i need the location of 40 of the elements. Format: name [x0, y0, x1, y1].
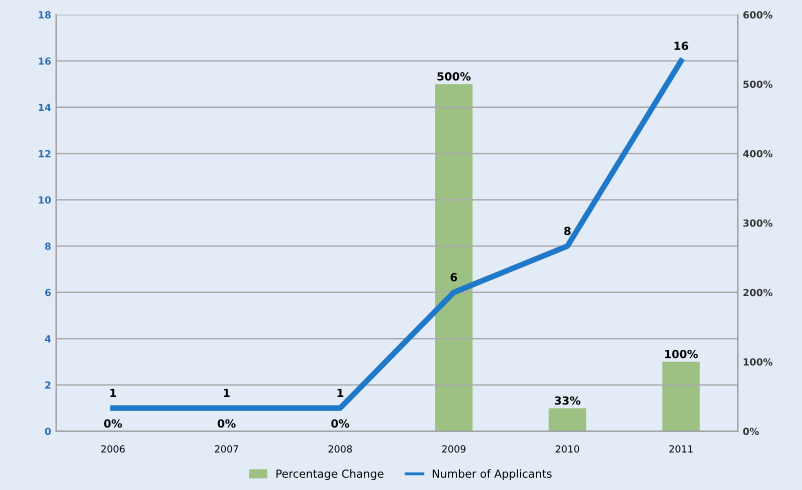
y2-tick-label: 400%: [743, 150, 772, 158]
y2-tick-label: 300%: [743, 219, 772, 227]
data-label: 1: [338, 388, 344, 397]
y2-tick-label: 600%: [743, 11, 772, 19]
legend-label: Number of Applicants: [432, 469, 552, 480]
data-label: 1: [224, 388, 230, 397]
y2-tick-label: 100%: [744, 358, 772, 366]
y2-tick-label: 200%: [743, 288, 772, 296]
y-tick-label: 16: [38, 57, 51, 65]
data-label: 100%: [665, 350, 698, 358]
y2-tick-label: 0%: [743, 428, 759, 436]
bar: [548, 408, 586, 432]
y-tick-label: 12: [38, 150, 50, 158]
y-tick-label: 2: [45, 381, 50, 389]
data-label: 500%: [437, 72, 471, 81]
y-tick-label: 0: [44, 428, 51, 436]
x-tick-label: 2007: [214, 445, 238, 453]
x-tick-label: 2011: [669, 445, 693, 453]
data-label: 8: [564, 226, 571, 236]
x-tick-label: 2008: [328, 445, 352, 453]
y-tick-label: 10: [38, 196, 51, 204]
data-label: 33%: [554, 396, 580, 405]
y2-tick-label: 500%: [743, 80, 772, 88]
bar: [435, 84, 473, 432]
x-tick-label: 2006: [101, 445, 125, 453]
y-tick-label: 6: [45, 288, 51, 296]
legend-label: Percentage Change: [276, 469, 384, 480]
data-label: 1: [110, 388, 116, 397]
bar: [662, 362, 700, 432]
data-label: 6: [450, 273, 458, 282]
data-label: 0%: [218, 419, 236, 428]
data-label: 16: [674, 42, 688, 50]
data-label: 0%: [104, 419, 122, 428]
x-tick-label: 2009: [442, 445, 466, 453]
y-tick-label: 14: [38, 104, 51, 111]
y-tick-label: 18: [38, 11, 51, 19]
data-label: 0%: [331, 419, 350, 428]
x-tick-label: 2010: [556, 445, 580, 453]
y-tick-label: 8: [45, 242, 51, 250]
y-tick-label: 4: [44, 335, 51, 342]
